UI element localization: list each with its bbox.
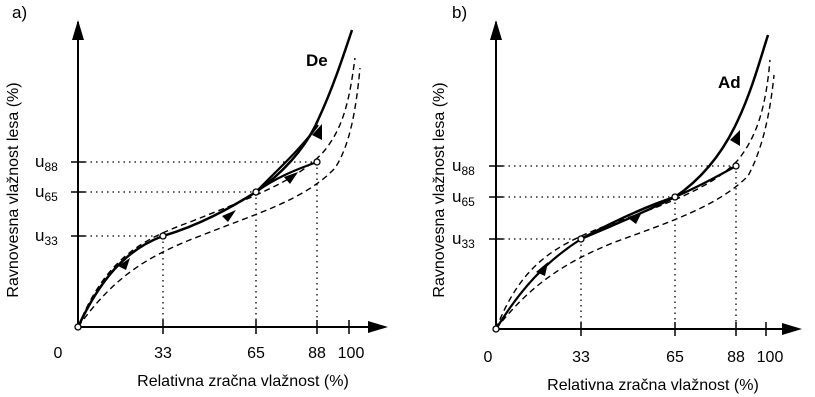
x-tick-label: 0: [54, 345, 63, 362]
x-tick-label: 33: [154, 345, 172, 362]
x-tick-label: 65: [247, 345, 265, 362]
direction-arrow: [284, 172, 298, 184]
direction-arrow: [222, 210, 236, 222]
y-axis-label: Ravnovesna vlažnost lesa (%): [431, 82, 448, 297]
x-tick-label: 33: [572, 349, 590, 366]
curve-points: [492, 162, 740, 333]
scanning-curve-upper: [255, 124, 319, 193]
x-tick-label: 88: [308, 345, 326, 362]
panel-a: a): [5, 3, 388, 390]
x-tick-label: 100: [338, 345, 365, 362]
panel-a-label: a): [12, 3, 27, 22]
x-axis-arrowhead: [782, 323, 802, 335]
y-axis-label: Ravnovesna vlažnost lesa (%): [5, 82, 22, 297]
curve-label: Ad: [718, 73, 741, 92]
y-label-u33: u33: [452, 229, 475, 251]
y-label-u88: u88: [452, 156, 475, 178]
direction-arrow: [730, 130, 740, 146]
curve-label: De: [306, 51, 328, 70]
adsorption-curve: [495, 165, 737, 330]
panel-b-label: b): [452, 3, 467, 22]
panel-b: b): [431, 3, 802, 394]
dashed-curve-lower: [77, 67, 361, 328]
x-axis-label: Relativna zračna vlažnost (%): [547, 377, 759, 394]
x-tick-label: 65: [666, 349, 684, 366]
direction-arrow: [118, 258, 130, 270]
y-axis-arrowhead: [72, 20, 84, 40]
direction-arrow: [312, 124, 322, 140]
guide-lines: [85, 161, 318, 320]
scanning-curve-lower: [255, 160, 318, 193]
direction-arrow: [536, 262, 548, 276]
dashed-curve-lower: [495, 74, 775, 330]
direction-arrow: [628, 212, 642, 224]
x-tick-label: 88: [727, 349, 745, 366]
y-label-u65: u65: [452, 187, 475, 209]
desorption-curve: [580, 34, 770, 241]
x-tick-label: 0: [484, 349, 493, 366]
y-label-u65: u65: [35, 182, 58, 204]
y-axis-arrowhead: [490, 20, 502, 40]
guide-lines: [503, 165, 737, 322]
desorption-curve: [76, 29, 354, 328]
x-axis-arrowhead: [368, 321, 388, 333]
curve-points: [74, 158, 321, 331]
y-label-u33: u33: [35, 226, 58, 248]
dashed-curve-upper: [77, 57, 356, 328]
x-tick-label: 100: [757, 349, 784, 366]
dashed-curve-upper: [495, 59, 771, 330]
y-label-u88: u88: [35, 152, 58, 174]
x-axis-label: Relativna zračna vlažnost (%): [137, 373, 349, 390]
